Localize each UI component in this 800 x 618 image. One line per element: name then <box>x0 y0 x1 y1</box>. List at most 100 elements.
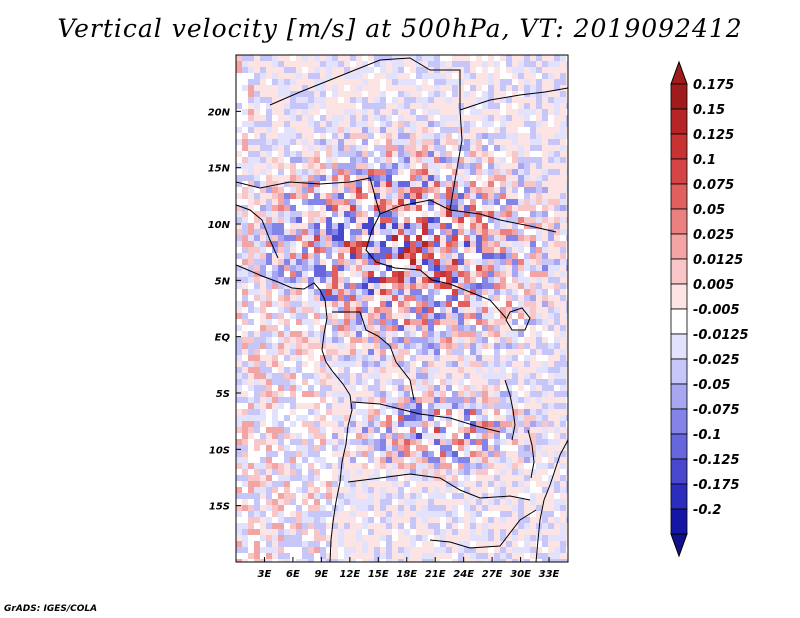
field-cell <box>566 511 568 517</box>
field-cell <box>506 451 512 457</box>
field-cell <box>326 79 332 85</box>
field-cell <box>386 79 392 85</box>
field-cell <box>536 517 542 523</box>
field-cell <box>554 259 560 265</box>
field-cell <box>254 289 260 295</box>
field-cell <box>254 421 260 427</box>
field-cell <box>428 151 434 157</box>
field-cell <box>446 151 452 157</box>
field-cell <box>518 499 524 505</box>
field-cell <box>524 439 530 445</box>
field-cell <box>410 241 416 247</box>
field-cell <box>356 247 362 253</box>
field-cell <box>434 145 440 151</box>
field-cell <box>548 121 554 127</box>
field-cell <box>518 481 524 487</box>
field-cell <box>470 91 476 97</box>
field-cell <box>452 529 458 535</box>
field-cell <box>236 427 242 433</box>
field-cell <box>536 157 542 163</box>
field-cell <box>530 325 536 331</box>
field-cell <box>320 127 326 133</box>
field-cell <box>374 541 380 547</box>
field-cell <box>428 475 434 481</box>
field-cell <box>530 397 536 403</box>
field-cell <box>380 385 386 391</box>
field-cell <box>320 103 326 109</box>
field-cell <box>494 103 500 109</box>
field-cell <box>248 409 254 415</box>
field-cell <box>488 523 494 529</box>
field-cell <box>542 313 548 319</box>
field-cell <box>242 505 248 511</box>
field-cell <box>446 115 452 121</box>
field-cell <box>410 343 416 349</box>
field-cell <box>476 295 482 301</box>
field-cell <box>278 193 284 199</box>
field-cell <box>236 139 242 145</box>
field-cell <box>482 343 488 349</box>
field-cell <box>440 319 446 325</box>
field-cell <box>410 271 416 277</box>
field-cell <box>326 289 332 295</box>
field-cell <box>512 151 518 157</box>
field-cell <box>488 451 494 457</box>
field-cell <box>560 523 566 529</box>
field-cell <box>296 91 302 97</box>
field-cell <box>422 229 428 235</box>
field-cell <box>356 211 362 217</box>
field-cell <box>344 187 350 193</box>
field-cell <box>332 457 338 463</box>
field-cell <box>350 229 356 235</box>
field-cell <box>566 337 568 343</box>
field-cell <box>506 295 512 301</box>
field-cell <box>404 445 410 451</box>
field-cell <box>272 271 278 277</box>
field-cell <box>422 79 428 85</box>
field-cell <box>524 115 530 121</box>
field-cell <box>338 523 344 529</box>
field-cell <box>260 361 266 367</box>
field-cell <box>524 241 530 247</box>
field-cell <box>362 403 368 409</box>
field-cell <box>392 223 398 229</box>
field-cell <box>254 301 260 307</box>
field-cell <box>344 151 350 157</box>
field-cell <box>326 451 332 457</box>
field-cell <box>284 529 290 535</box>
colorbar-swatch <box>670 308 688 335</box>
field-cell <box>422 319 428 325</box>
field-cell <box>362 439 368 445</box>
field-cell <box>350 259 356 265</box>
field-cell <box>506 325 512 331</box>
field-cell <box>452 409 458 415</box>
field-cell <box>434 205 440 211</box>
field-cell <box>500 415 506 421</box>
field-cell <box>410 331 416 337</box>
field-cell <box>440 373 446 379</box>
field-cell <box>524 553 530 559</box>
field-cell <box>320 109 326 115</box>
field-cell <box>470 457 476 463</box>
field-cell <box>422 475 428 481</box>
field-cell <box>410 415 416 421</box>
field-cell <box>296 181 302 187</box>
plot-frame <box>235 54 569 563</box>
field-cell <box>290 511 296 517</box>
field-cell <box>338 259 344 265</box>
field-cell <box>404 523 410 529</box>
field-cell <box>386 181 392 187</box>
field-cell <box>410 313 416 319</box>
field-cell <box>404 229 410 235</box>
field-cell <box>338 475 344 481</box>
field-cell <box>452 493 458 499</box>
field-cell <box>482 247 488 253</box>
field-cell <box>284 421 290 427</box>
field-cell <box>494 343 500 349</box>
field-cell <box>470 283 476 289</box>
field-cell <box>356 385 362 391</box>
field-cell <box>416 55 422 61</box>
field-cell <box>368 127 374 133</box>
field-cell <box>392 367 398 373</box>
field-cell <box>548 181 554 187</box>
